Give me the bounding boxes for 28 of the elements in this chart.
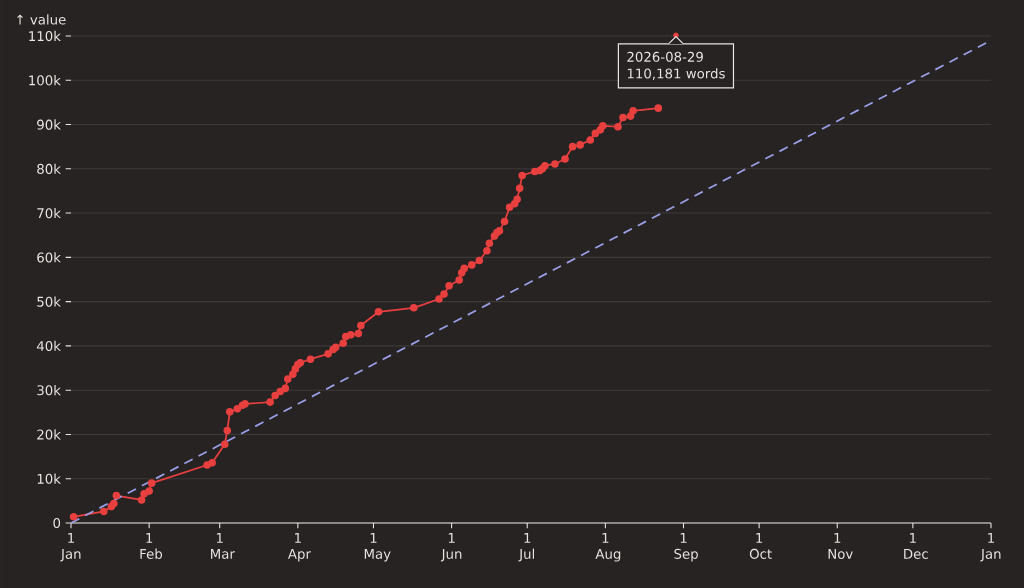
x-tick-label: 1 Dec [904, 533, 928, 559]
y-tick-label: 10k [37, 473, 61, 484]
y-tick-label: 110k [29, 30, 61, 42]
x-tick-label: 1 May [364, 533, 391, 562]
annotation: 2026-08-29 [627, 51, 703, 62]
x-tick-label: 1 Aug [595, 533, 621, 562]
y-tick-label: 100k [29, 75, 61, 86]
y-tick-label: 40k [36, 340, 61, 352]
y-tick-label: 50k [37, 296, 61, 307]
x-tick-label: 1 Oct [749, 533, 772, 559]
x-tick-label: 1 Sep [674, 533, 698, 562]
y-axis-title: ↑ value [17, 14, 66, 25]
y-tick-label: 30k [37, 385, 61, 396]
annotation: 110,181 words [627, 68, 725, 80]
y-tick-label: 80k [37, 163, 61, 174]
x-tick-label: 1 Jan [60, 533, 81, 562]
y-tick-label: 60k [37, 252, 61, 263]
x-tick-label: 1 Apr [287, 533, 311, 562]
x-tick-label: 1 Nov [828, 533, 853, 559]
y-tick-label: 20k [37, 429, 61, 440]
y-tick-label: 70k [37, 207, 61, 219]
x-tick-label: 1 Jul [518, 533, 535, 562]
x-tick-label: 1 Jun [440, 533, 462, 562]
y-tick-label: 0 [53, 517, 61, 529]
x-tick-label: 1 Feb [140, 533, 163, 559]
y-tick-label: 90k [37, 119, 61, 130]
x-tick-label: 1 Jan [980, 533, 1001, 562]
x-tick-label: 1 Mar [211, 533, 235, 559]
